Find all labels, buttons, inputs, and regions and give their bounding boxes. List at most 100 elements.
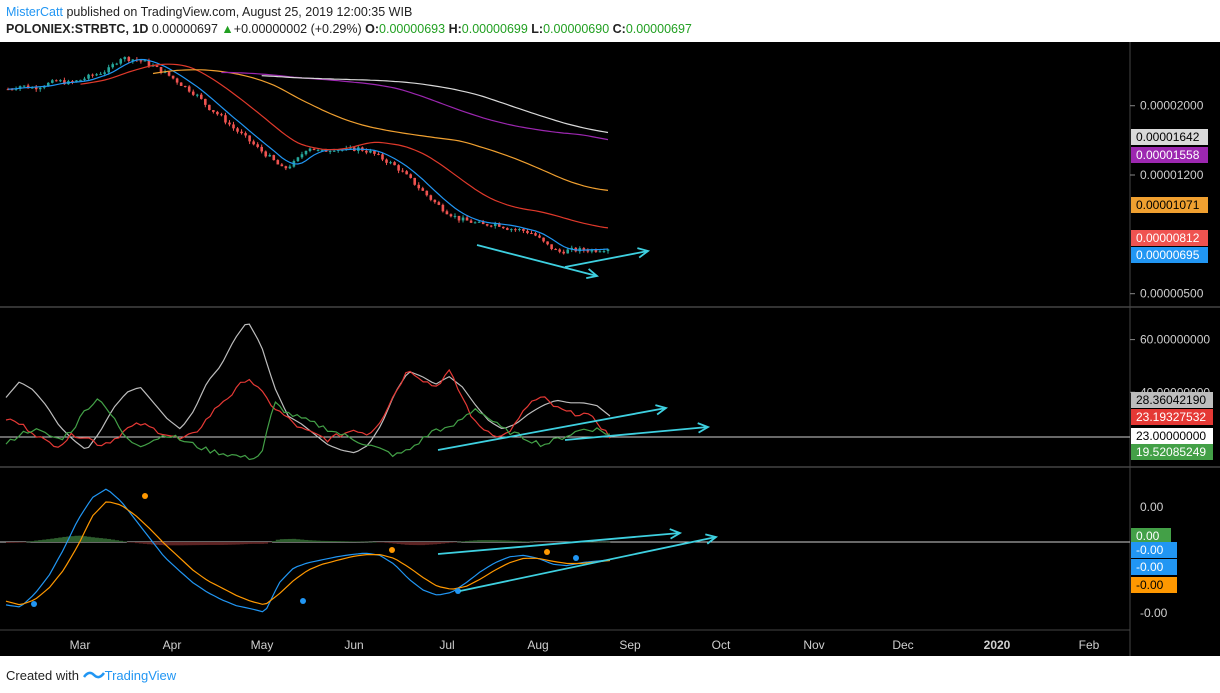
macd-histogram-bar: [114, 540, 120, 542]
macd-histogram-bar: [541, 542, 546, 543]
macd-histogram-bar: [537, 542, 542, 543]
ma-white-line[interactable]: [261, 75, 609, 134]
macd-histogram-bar: [6, 542, 11, 543]
ma-red-line[interactable]: [80, 63, 609, 229]
macd-histogram-bar: [231, 542, 236, 545]
candle-body: [183, 85, 187, 87]
tradingview-link[interactable]: TradingView: [104, 668, 177, 683]
macd-histogram-bar: [142, 542, 148, 544]
price-tick-label: 0.00000500: [1140, 287, 1204, 301]
macd-pane[interactable]: 0.00-0.000.00-0.00-0.00-0.00: [0, 488, 1177, 620]
macd-histogram-bar: [593, 541, 599, 543]
macd-line[interactable]: [5, 488, 611, 613]
symbol-label[interactable]: POLONIEX:STRBTC, 1D: [6, 22, 149, 36]
candle-body: [365, 150, 368, 153]
candle-body: [501, 226, 505, 229]
candle-body: [514, 229, 517, 231]
candle-body: [550, 244, 553, 250]
candle-body: [10, 89, 14, 91]
macd-cross-dot: [300, 598, 306, 604]
time-axis-label: Jun: [344, 638, 363, 652]
candle-body: [606, 249, 610, 252]
candle-body: [469, 220, 473, 223]
macd-trendline-upper[interactable]: [437, 532, 681, 555]
ma-blue-line[interactable]: [7, 58, 609, 251]
macd-histogram-bar: [50, 538, 55, 542]
macd-histogram-bar: [199, 542, 204, 546]
macd-histogram-bar: [549, 542, 554, 543]
di-minus-line[interactable]: [5, 368, 611, 448]
candle-body: [115, 63, 119, 65]
candle-body: [437, 202, 441, 205]
dmi-value-label: 19.52085249: [1136, 445, 1206, 459]
chart-background: [0, 42, 1220, 656]
price-up-trendline[interactable]: [564, 250, 649, 268]
author-link[interactable]: MisterCatt: [6, 5, 63, 19]
candle-body: [147, 60, 151, 66]
macd-histogram-bar: [452, 542, 458, 543]
macd-histogram-bar: [251, 542, 256, 544]
dmi-tick-label: 60.00000000: [1140, 333, 1210, 347]
dmi-pane[interactable]: 60.0000000040.0000000028.3604219023.1932…: [0, 323, 1213, 461]
candle-body: [598, 251, 602, 253]
candle-body: [332, 150, 336, 152]
candle-body: [220, 114, 223, 116]
macd-histogram-bar: [320, 540, 325, 542]
chart-canvas[interactable]: 0.00002000 0.00001200 0.00000500 0.00001642…: [0, 42, 1220, 656]
price-label: 0.00001071: [1136, 198, 1200, 212]
candle-body: [582, 248, 586, 251]
candle-body: [602, 251, 606, 253]
macd-histogram-bar: [469, 540, 474, 542]
candle-body: [260, 146, 263, 152]
candle-body: [46, 82, 50, 87]
candle-body: [30, 87, 34, 89]
macd-tick-label: -0.00: [1140, 606, 1168, 620]
macd-histogram-bar: [58, 537, 63, 542]
macd-histogram-bar: [203, 542, 208, 545]
adx-line[interactable]: [5, 323, 611, 454]
candle-body: [538, 235, 541, 238]
macd-histogram-bar: [82, 536, 87, 542]
di-plus-line[interactable]: [5, 398, 611, 461]
macd-histogram-bar: [94, 537, 99, 542]
high-value: 0.00000699: [461, 22, 528, 36]
dmi-trendline-upper[interactable]: [437, 407, 667, 451]
price-down-trendline[interactable]: [476, 244, 598, 277]
macd-histogram-bar: [106, 538, 111, 542]
candle-body: [473, 222, 477, 224]
candle-body: [71, 81, 74, 83]
candle-body: [240, 131, 243, 134]
candle-body: [232, 124, 235, 129]
macd-histogram-bar: [126, 542, 132, 543]
macd-histogram-bar: [291, 538, 297, 542]
macd-value-box: [1131, 542, 1177, 558]
macd-histogram-bar: [10, 542, 15, 543]
macd-histogram-bar: [456, 541, 462, 543]
ma-purple-line[interactable]: [221, 71, 609, 141]
macd-histogram-bar: [376, 542, 381, 543]
candle-body: [497, 223, 501, 227]
candle-body: [477, 221, 481, 223]
macd-trendline-lower[interactable]: [459, 536, 717, 592]
macd-histogram-bar: [328, 540, 333, 542]
candle-body: [75, 80, 78, 83]
trendline-annotations[interactable]: [437, 244, 719, 592]
macd-histogram-bar: [295, 539, 301, 542]
macd-signal-line[interactable]: [5, 501, 611, 606]
time-axis-label: Jul: [439, 638, 454, 652]
candle-body: [316, 149, 320, 151]
macd-value-box: [1131, 528, 1171, 544]
price-label: 0.00001558: [1136, 148, 1200, 162]
macd-histogram-bar: [428, 542, 434, 545]
candle-body: [171, 75, 175, 79]
macd-histogram-bar: [243, 542, 248, 545]
candle-body: [566, 249, 570, 254]
dmi-trendline-lower[interactable]: [564, 426, 709, 441]
macd-histogram-bar: [122, 541, 128, 542]
candle-body: [123, 57, 127, 60]
price-pane[interactable]: 0.00002000 0.00001200 0.00000500 0.00001642…: [6, 56, 1208, 301]
time-axis-label: Dec: [892, 638, 913, 652]
macd-histogram-bar: [416, 542, 422, 546]
candle-body: [131, 59, 135, 62]
macd-value-label: 0.00: [1136, 529, 1160, 543]
